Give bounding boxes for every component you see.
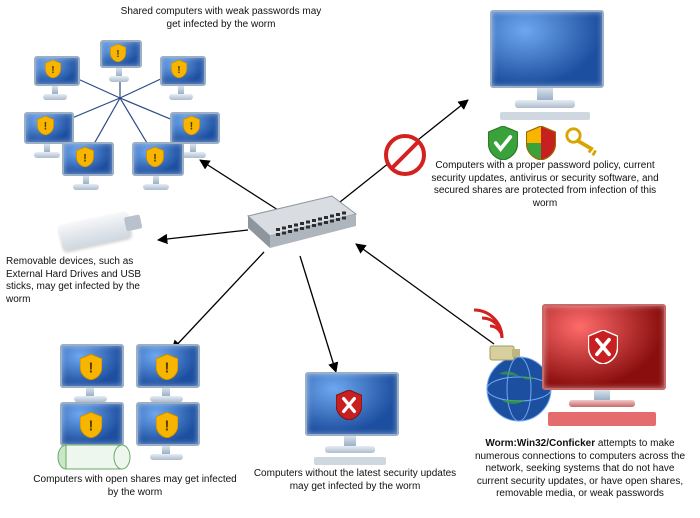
- worm-source-caption: Worm:Win32/Conficker attempts to make nu…: [470, 438, 690, 501]
- open-shares-caption: Computers with open shares may get infec…: [30, 474, 240, 499]
- svg-text:!: !: [89, 361, 94, 377]
- removable-devices-caption: Removable devices, such as External Hard…: [6, 256, 166, 306]
- arrow-to-removable: [158, 230, 248, 240]
- svg-text:!: !: [177, 65, 180, 76]
- protected-computer-caption: Computers with a proper password policy,…: [430, 160, 660, 210]
- shield-warning-icon: !: [110, 44, 126, 62]
- arrow-to-open-shares: [172, 252, 264, 350]
- svg-text:!: !: [165, 419, 170, 435]
- diagram-stage: ! ! ! ! ! ! ! Shared computers with weak…: [0, 0, 700, 518]
- ethernet-plug-icon: [488, 342, 522, 366]
- network-hub-icon: [240, 190, 360, 257]
- svg-text:!: !: [89, 419, 94, 435]
- usb-stick-icon: [58, 211, 132, 251]
- protected-computer-icon: [460, 10, 630, 166]
- no-updates-caption: Computers without the latest security up…: [250, 468, 460, 493]
- shield-block-icon: [336, 390, 362, 420]
- svg-text:!: !: [44, 121, 48, 133]
- shield-striped-icon: [526, 126, 556, 160]
- paper-roll-icon: [54, 442, 134, 472]
- svg-text:!: !: [83, 152, 87, 164]
- removable-devices-icon: [60, 218, 130, 244]
- no-updates-icon: [300, 372, 400, 465]
- shared-computers-icon: ! ! ! ! ! ! !: [20, 40, 220, 180]
- arrow-to-no-updates: [300, 256, 336, 372]
- svg-text:!: !: [51, 65, 54, 76]
- shield-check-icon: [488, 126, 518, 160]
- svg-text:!: !: [165, 361, 170, 377]
- keys-icon: [564, 126, 602, 160]
- open-shares-icon: ! ! ! !: [60, 344, 230, 454]
- wifi-icon: [468, 304, 508, 344]
- shared-computers-caption: Shared computers with weak passwords may…: [116, 6, 326, 31]
- prohibit-icon: [384, 134, 426, 176]
- svg-text:!: !: [116, 49, 119, 60]
- svg-text:!: !: [190, 121, 194, 133]
- svg-text:!: !: [153, 152, 157, 164]
